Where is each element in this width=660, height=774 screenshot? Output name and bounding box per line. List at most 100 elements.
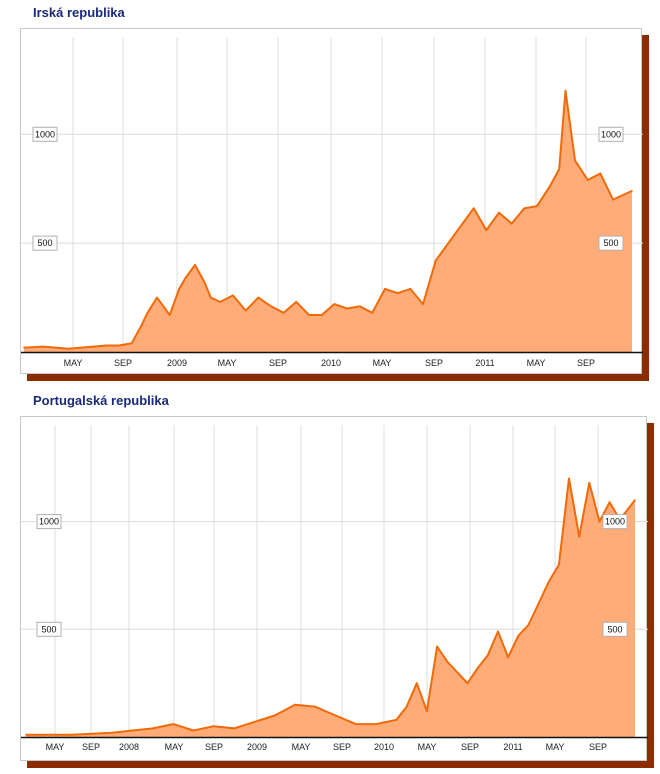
data-point	[447, 242, 450, 244]
data-point	[578, 535, 580, 538]
data-point	[213, 725, 215, 727]
y-tick-label-box-left	[32, 126, 58, 142]
data-point	[466, 682, 469, 684]
data-point	[358, 305, 361, 308]
x-tick-label: MAY	[292, 742, 311, 752]
data-point	[498, 211, 500, 214]
y-tick-label-box-right	[598, 126, 624, 142]
x-tick-label: SEP	[205, 742, 223, 752]
data-point	[631, 190, 633, 192]
data-point	[203, 281, 206, 284]
data-point	[253, 721, 256, 723]
data-point	[416, 682, 418, 684]
data-point	[608, 501, 611, 503]
data-point	[131, 729, 134, 732]
data-point	[67, 347, 70, 350]
data-point	[270, 305, 272, 308]
y-tick-label: 1000	[35, 129, 55, 139]
data-point	[192, 729, 195, 732]
data-point	[536, 205, 538, 207]
data-point	[527, 624, 530, 626]
data-point	[586, 179, 589, 181]
data-point	[588, 482, 591, 484]
data-point	[70, 734, 73, 736]
data-point	[42, 345, 44, 348]
y-tick-label-box-right	[598, 235, 624, 251]
x-tick-label: SEP	[589, 742, 607, 752]
data-point	[598, 520, 601, 523]
x-tick-label: SEP	[269, 358, 287, 368]
data-point	[446, 660, 449, 663]
data-point	[146, 312, 149, 314]
data-point	[612, 198, 614, 201]
x-tick-label: 2011	[475, 358, 494, 368]
data-point	[463, 220, 466, 223]
x-tick-label: SEP	[461, 742, 479, 752]
data-point	[232, 294, 234, 297]
data-point	[507, 656, 509, 659]
data-point	[510, 222, 513, 225]
x-tick-label: MAY	[218, 358, 237, 368]
x-tick-label: MAY	[165, 742, 184, 752]
data-point	[184, 277, 187, 279]
chart-panel: MAY SEP 2009 MAY SEP 2010 MAY SEP 2011 MAY SEP 500 5…	[20, 28, 643, 374]
y-tick-label: 500	[607, 624, 622, 634]
data-point	[405, 706, 408, 708]
y-tick-label: 1000	[605, 517, 625, 527]
x-tick-label: SEP	[333, 742, 351, 752]
x-tick-label: 2011	[503, 742, 522, 752]
data-point	[91, 733, 93, 735]
series-area	[24, 90, 632, 353]
data-point	[346, 307, 348, 310]
data-point	[497, 630, 499, 633]
data-point	[355, 723, 357, 725]
data-point	[219, 301, 222, 303]
data-point	[457, 229, 459, 231]
y-tick-label: 500	[603, 238, 618, 248]
data-point	[548, 185, 551, 188]
data-point	[105, 344, 108, 347]
data-point	[194, 264, 196, 266]
data-point	[210, 296, 212, 299]
y-tick-label: 1000	[39, 517, 59, 527]
y-tick-label-box-right	[602, 621, 628, 637]
x-tick-label: MAY	[373, 358, 392, 368]
data-point	[384, 288, 386, 290]
data-point	[472, 207, 475, 210]
data-point	[564, 90, 567, 92]
data-point	[308, 314, 310, 316]
data-point	[314, 706, 317, 708]
data-point	[523, 207, 526, 210]
data-point	[558, 168, 560, 170]
data-point	[599, 172, 602, 175]
data-point	[375, 723, 378, 725]
data-point	[244, 309, 247, 312]
x-tick-label: MAY	[527, 358, 546, 368]
data-point	[409, 288, 412, 290]
data-point	[156, 296, 158, 299]
chart-panel: MAY SEP 2008 MAY SEP 2009 MAY SEP 2010 MAY SEP 2011…	[20, 416, 648, 761]
data-point	[487, 654, 489, 656]
chart-title: Portugalská republika	[33, 393, 169, 408]
data-point	[334, 714, 337, 717]
data-point	[23, 346, 25, 349]
chart-plot: MAY SEP 2009 MAY SEP 2010 MAY SEP 2011 MAY SEP 500 5…	[21, 37, 643, 368]
data-point	[111, 731, 114, 734]
data-point	[168, 314, 171, 316]
data-point	[140, 325, 142, 327]
data-point	[178, 288, 180, 290]
series-line	[26, 477, 636, 736]
data-point	[436, 645, 438, 648]
data-point	[558, 563, 560, 566]
data-point	[130, 342, 133, 345]
y-tick-label-box-left	[36, 514, 62, 530]
data-point	[422, 303, 424, 305]
x-tick-label: MAY	[546, 742, 565, 752]
data-point	[295, 301, 298, 303]
chart-title: Irská republika	[33, 5, 125, 20]
x-tick-label: 2009	[167, 358, 187, 368]
y-tick-label: 500	[37, 238, 52, 248]
data-point	[282, 312, 285, 314]
x-tick-label: 2009	[247, 742, 267, 752]
data-point	[485, 229, 488, 231]
